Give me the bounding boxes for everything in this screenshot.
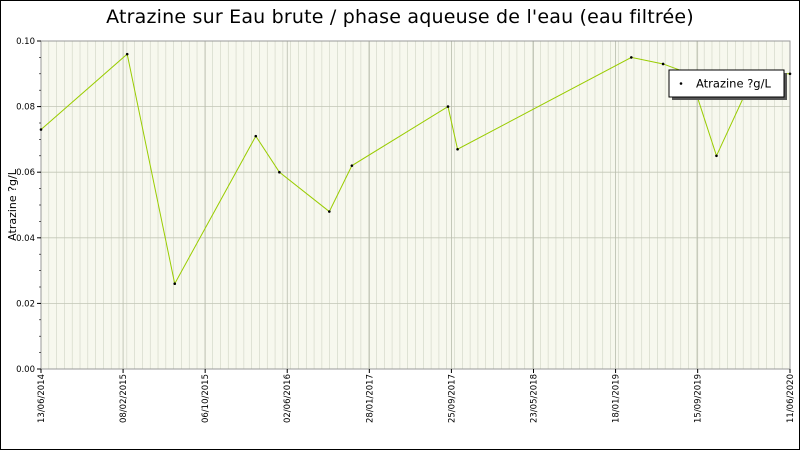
- x-tick-label: 02/06/2016: [283, 374, 293, 423]
- data-point: [39, 128, 43, 131]
- y-tick-label: 0.06: [16, 168, 35, 178]
- data-point: [630, 56, 633, 59]
- chart-title: Atrazine sur Eau brute / phase aqueuse d…: [106, 6, 694, 28]
- legend-box: [668, 69, 785, 98]
- x-tick-label: 15/09/2019: [694, 374, 704, 423]
- data-point: [661, 62, 665, 66]
- y-axis-label: Atrazine ?g/L: [6, 168, 19, 241]
- x-tick-label: 08/02/2015: [119, 374, 129, 423]
- y-tick-label: 0.08: [16, 103, 35, 113]
- data-point: [328, 210, 331, 213]
- data-point: [715, 154, 718, 158]
- x-axis: 13/06/2014 08/02/2015 06/10/2015 02/06/2016…: [37, 369, 796, 423]
- data-point: [446, 105, 450, 108]
- x-tick-label: 18/01/2019: [612, 374, 622, 423]
- data-point: [278, 170, 281, 174]
- data-point: [254, 134, 258, 138]
- y-tick-label: 0.00: [16, 365, 35, 375]
- data-point: [788, 72, 792, 76]
- x-tick-label: 13/06/2014: [37, 374, 47, 423]
- x-tick-label: 23/05/2018: [529, 374, 539, 423]
- x-tick-label: 28/01/2017: [365, 374, 375, 423]
- data-point: [456, 147, 459, 151]
- y-tick-label: 0.04: [16, 234, 35, 244]
- y-tick-label: 0.02: [16, 299, 35, 309]
- x-tick-label: 25/09/2017: [447, 374, 457, 423]
- y-axis: 0.00 0.02 0.04 0.06 0.08 0.10: [16, 37, 41, 375]
- data-point: [125, 52, 129, 56]
- y-tick-label: 0.10: [16, 37, 35, 47]
- legend-marker: [679, 82, 683, 85]
- series-layer: [39, 52, 792, 286]
- x-tick-label: 11/06/2020: [786, 374, 796, 423]
- legend-entry-label: Atrazine ?g/L: [696, 77, 771, 91]
- legend: Atrazine ?g/L: [668, 69, 787, 100]
- x-tick-label: 06/10/2015: [201, 374, 211, 423]
- data-point: [173, 282, 177, 286]
- data-point: [350, 164, 354, 167]
